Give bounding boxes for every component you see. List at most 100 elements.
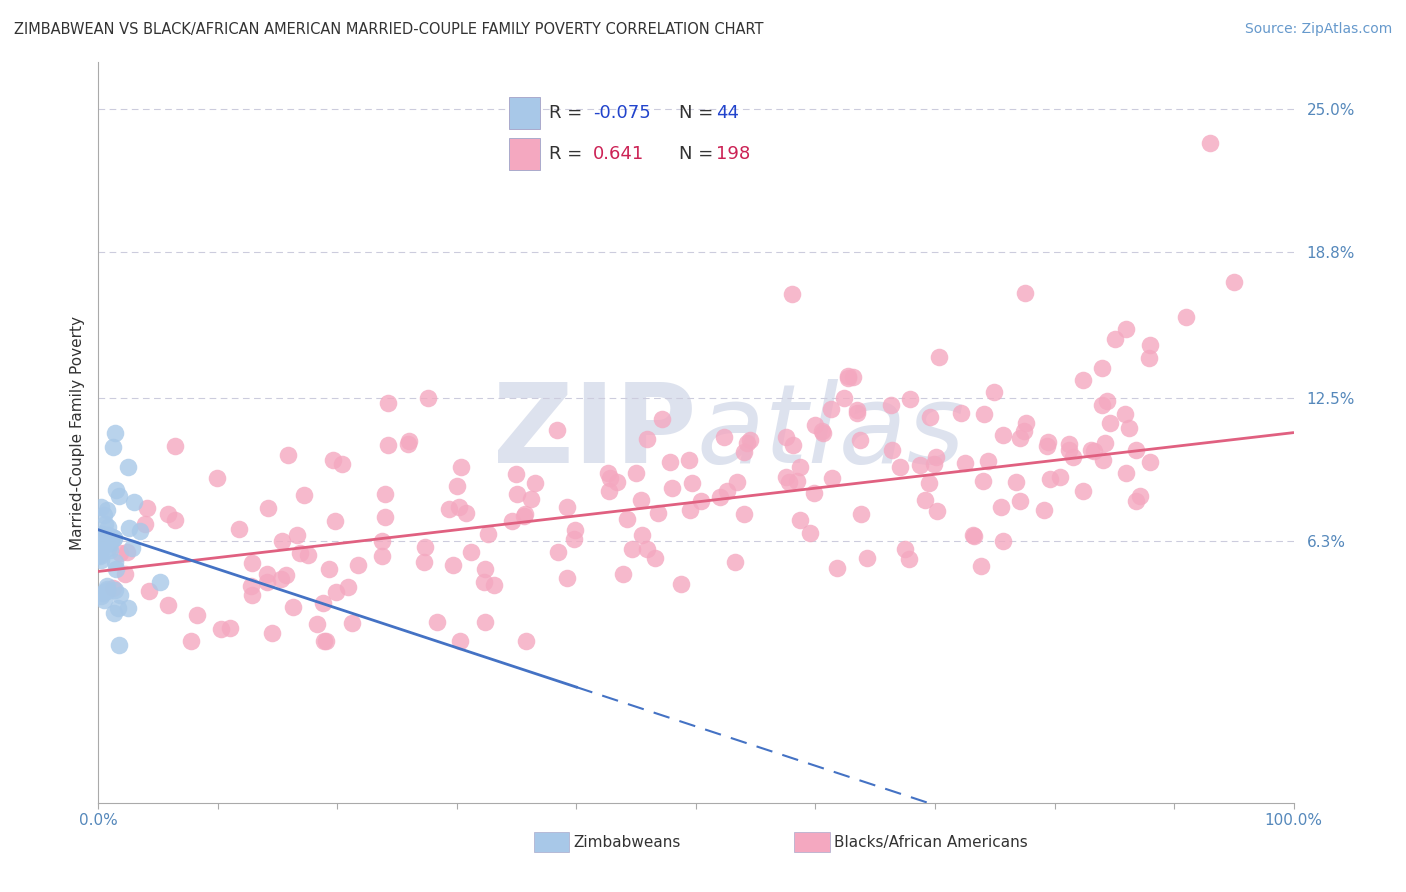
Bar — [509, 97, 540, 129]
Point — [834, 392, 856, 406]
Point — [914, 493, 936, 508]
Point — [103, 531, 125, 545]
Point — [733, 445, 755, 459]
Point — [437, 502, 460, 516]
Point — [413, 540, 436, 554]
Point — [519, 491, 541, 506]
Point — [803, 417, 825, 432]
Point — [606, 475, 628, 490]
Point — [993, 428, 1015, 442]
Point — [1091, 360, 1114, 375]
Point — [1080, 442, 1102, 457]
Point — [709, 490, 731, 504]
Point — [90, 500, 112, 515]
Point — [117, 460, 139, 475]
Point — [898, 552, 921, 566]
Point — [285, 528, 308, 542]
Point — [93, 508, 115, 522]
Point — [631, 528, 654, 542]
Point — [679, 503, 702, 517]
Point — [1071, 484, 1094, 499]
Point — [713, 430, 735, 444]
Point — [505, 467, 527, 481]
Point — [472, 574, 495, 589]
Point — [598, 466, 620, 480]
Point — [323, 514, 346, 528]
Point — [949, 406, 972, 420]
Point — [374, 487, 396, 501]
Text: -0.075: -0.075 — [593, 104, 651, 122]
Point — [157, 507, 180, 521]
Point — [281, 599, 304, 614]
Point — [616, 512, 638, 526]
Point — [89, 548, 111, 562]
Point — [124, 495, 146, 509]
Point — [97, 541, 120, 556]
Point — [97, 520, 120, 534]
Point — [1049, 469, 1071, 483]
Point — [413, 555, 436, 569]
Point — [849, 433, 872, 447]
Point — [789, 460, 811, 475]
Point — [1095, 394, 1118, 409]
Point — [513, 507, 536, 521]
Point — [963, 529, 986, 543]
Point — [661, 482, 683, 496]
Point — [101, 581, 124, 595]
Point — [290, 546, 312, 560]
Point — [977, 454, 1000, 468]
Point — [96, 582, 118, 596]
Text: ZIMBABWEAN VS BLACK/AFRICAN AMERICAN MARRIED-COUPLE FAMILY POVERTY CORRELATION C: ZIMBABWEAN VS BLACK/AFRICAN AMERICAN MAR… — [14, 22, 763, 37]
Point — [846, 406, 869, 420]
Bar — [509, 138, 540, 170]
Point — [454, 507, 477, 521]
Point — [305, 617, 328, 632]
Point — [474, 615, 496, 629]
Point — [426, 615, 449, 629]
Point — [207, 471, 229, 485]
Point — [292, 488, 315, 502]
Point — [803, 485, 825, 500]
Point — [1033, 503, 1056, 517]
Point — [636, 432, 658, 446]
Point — [89, 549, 111, 564]
Point — [377, 438, 399, 452]
Point — [449, 500, 471, 514]
Point — [918, 409, 941, 424]
Point — [156, 598, 179, 612]
Point — [837, 369, 859, 384]
Point — [849, 507, 872, 521]
Point — [441, 558, 464, 573]
Point — [547, 545, 569, 559]
Point — [1104, 332, 1126, 346]
Point — [118, 520, 141, 534]
Point — [240, 556, 263, 570]
Point — [103, 531, 125, 545]
Point — [1008, 431, 1031, 445]
Point — [651, 411, 673, 425]
Point — [1118, 421, 1140, 435]
Point — [724, 555, 747, 569]
Point — [973, 408, 995, 422]
Text: 198: 198 — [717, 145, 751, 163]
Text: 44: 44 — [717, 104, 740, 122]
Text: ZIP: ZIP — [492, 379, 696, 486]
Point — [775, 470, 797, 484]
Point — [1014, 286, 1036, 301]
Point — [450, 460, 472, 475]
Point — [813, 426, 835, 441]
Point — [690, 494, 713, 508]
Point — [484, 577, 506, 591]
Point — [893, 542, 915, 557]
Point — [624, 467, 647, 481]
Point — [1223, 275, 1246, 289]
Point — [121, 541, 143, 555]
Point — [103, 607, 125, 621]
Point — [678, 453, 700, 467]
Point — [972, 474, 994, 488]
Point — [1137, 351, 1160, 365]
Point — [737, 435, 759, 450]
Text: N =: N = — [679, 104, 714, 122]
Point — [149, 575, 172, 590]
Point — [337, 580, 360, 594]
